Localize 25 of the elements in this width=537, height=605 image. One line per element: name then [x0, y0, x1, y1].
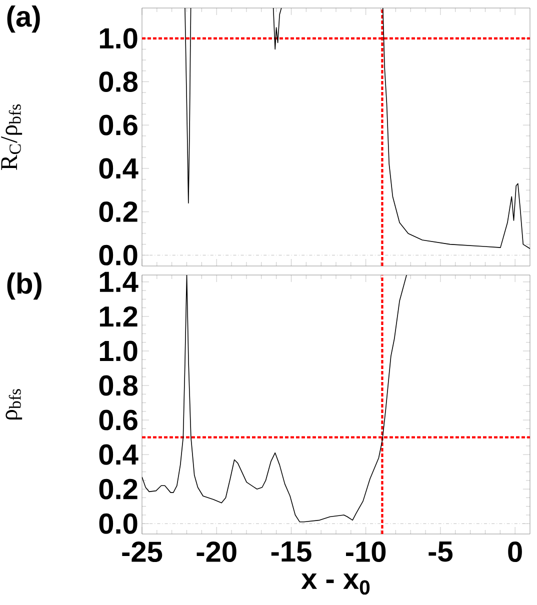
y-tick-label: 1.2 [100, 306, 138, 327]
x-tick-label: -20 [196, 542, 236, 562]
y-tick-label: 0.6 [99, 410, 138, 430]
y-tick-label: 0.0 [99, 244, 138, 266]
y-tick-label: 1.0 [100, 28, 138, 49]
chart-title: (b) [7, 272, 42, 300]
y-axis-title: R$_{C}$/ρ$_{bfs}$ [1, 104, 22, 170]
x-tick-label: -5 [428, 542, 453, 562]
x-tick-label: -15 [271, 542, 312, 562]
x-axis-title: x - x$_{0}$ [301, 574, 370, 595]
y-tick-label: 0.8 [99, 375, 138, 396]
y-tick-label: 0.4 [99, 444, 138, 465]
x-tick-label: 0 [508, 542, 522, 562]
y-tick-label: 0.2 [99, 202, 138, 222]
y-axis-title: ρ$_{bfs}$ [6, 389, 22, 420]
y-tick-label: 0.4 [99, 158, 138, 179]
y-tick-label: 1.4 [100, 272, 138, 292]
y-tick-label: 0.0 [99, 513, 138, 534]
chart-title: (a) [7, 6, 40, 33]
y-tick-label: 0.6 [99, 114, 138, 136]
x-tick-label: -10 [346, 542, 386, 562]
y-tick-label: 0.2 [99, 478, 138, 500]
y-tick-label: 1.0 [100, 340, 138, 362]
x-tick-label: -25 [122, 542, 162, 562]
y-tick-label: 0.8 [99, 71, 138, 92]
